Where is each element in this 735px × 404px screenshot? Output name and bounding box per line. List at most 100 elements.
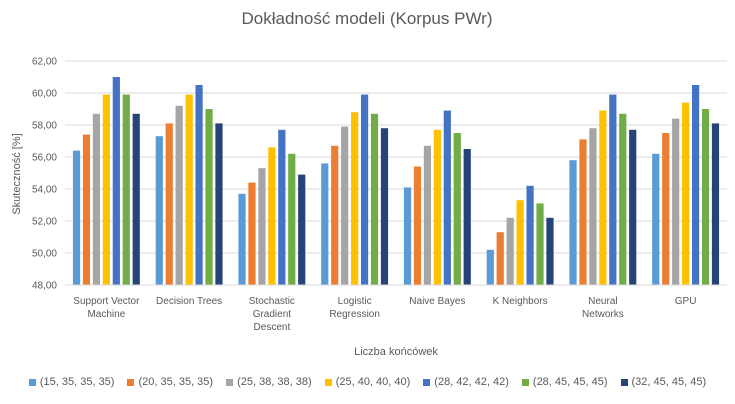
legend-swatch: [28, 378, 36, 386]
bar: [599, 110, 607, 285]
y-tick-labels: 48,00 50,00 52,00 54,00 56,00 58,00 60,00 62,00: [32, 57, 57, 292]
bar: [380, 128, 389, 285]
bar: [589, 128, 597, 285]
legend-swatch: [127, 378, 135, 386]
legend-item: (28, 42, 42, 42): [423, 376, 509, 388]
x-tick-label: Naive Bayes: [409, 296, 465, 307]
bar: [682, 102, 690, 285]
bar: [609, 94, 617, 285]
bar: [463, 149, 471, 285]
legend-item: (20, 35, 35, 35): [127, 376, 213, 388]
x-tick-label: Logistic Regression: [329, 296, 380, 320]
bar: [413, 166, 422, 285]
legend-label: (25, 40, 40, 40): [335, 376, 411, 388]
bar: [288, 153, 296, 285]
x-tick-label: Neural Networks: [582, 296, 624, 320]
bar: [629, 129, 637, 285]
legend-label: (15, 35, 35, 35): [39, 376, 115, 388]
legend-item: (15, 35, 35, 35): [28, 376, 115, 388]
bar: [423, 145, 432, 285]
bar: [536, 203, 544, 285]
bar: [453, 133, 461, 285]
bar: [662, 133, 670, 285]
bar: [215, 123, 223, 286]
legend-swatch: [324, 378, 332, 386]
bar: [278, 129, 286, 285]
y-tick-label: 58,00: [32, 121, 57, 132]
y-tick-label: 54,00: [32, 185, 57, 196]
bar: [122, 94, 130, 285]
legend-swatch: [620, 378, 628, 386]
x-tick-label: K Neighbors: [493, 296, 548, 307]
legend-item: (28, 45, 45, 45): [521, 376, 608, 388]
legend-item: (32, 45, 45, 45): [620, 376, 707, 388]
bar: [155, 136, 163, 285]
bar: [403, 187, 412, 285]
y-tick-label: 60,00: [32, 89, 57, 100]
bar: [175, 105, 183, 285]
bar: [516, 200, 524, 285]
bar: [268, 147, 276, 285]
x-tick-label: Decision Trees: [156, 296, 222, 307]
bar: [672, 118, 680, 285]
x-tick-label: Stochastic Gradient Descent: [249, 296, 295, 333]
bar: [112, 77, 120, 285]
x-axis-title: Liczba końcówek: [354, 346, 438, 358]
bar: [443, 110, 451, 285]
chart: Dokładność modeli (Korpus PWr) 48,00 50,0…: [11, 9, 727, 358]
bar: [341, 126, 349, 285]
bar: [82, 134, 91, 285]
bar: [72, 150, 81, 285]
x-tick-label: GPU: [675, 296, 697, 307]
bar: [258, 168, 266, 285]
legend-swatch: [521, 378, 529, 386]
bar: [205, 109, 213, 285]
bar: [711, 123, 720, 286]
bar: [92, 113, 101, 285]
bar: [506, 217, 514, 285]
bar: [691, 85, 700, 285]
bars: [72, 77, 720, 286]
legend-label: (25, 38, 38, 38): [237, 376, 312, 388]
bar: [619, 113, 627, 285]
bar: [496, 232, 504, 285]
bar: [298, 174, 306, 285]
bar: [526, 185, 534, 285]
x-tick-label: Support Vector Machine: [73, 296, 140, 320]
bar: [132, 113, 140, 285]
legend-item: (25, 40, 40, 40): [324, 376, 411, 388]
bar: [579, 139, 587, 285]
chart-title: Dokładność modeli (Korpus PWr): [242, 9, 493, 28]
bar: [546, 217, 554, 285]
bar: [652, 153, 660, 285]
y-tick-label: 52,00: [32, 217, 57, 228]
legend: (15, 35, 35, 35) (20, 35, 35, 35) (25, 38,…: [0, 376, 735, 388]
bar: [370, 113, 379, 285]
bar: [351, 112, 359, 285]
gridlines: [65, 60, 727, 286]
bar: [360, 94, 369, 285]
legend-swatch: [423, 378, 431, 386]
bar: [701, 109, 710, 285]
y-tick-label: 48,00: [32, 281, 57, 292]
x-tick-labels: Support Vector Machine Decision Trees Stoch…: [73, 296, 696, 333]
bar: [238, 193, 246, 285]
y-tick-label: 56,00: [32, 153, 57, 164]
bar: [195, 85, 203, 285]
bar: [331, 145, 339, 285]
bar: [486, 249, 494, 285]
legend-label: (28, 42, 42, 42): [434, 376, 509, 388]
legend-item: (25, 38, 38, 38): [226, 376, 312, 388]
bar: [248, 182, 256, 285]
bar: [185, 94, 193, 285]
bar: [165, 123, 173, 286]
legend-label: (20, 35, 35, 35): [138, 376, 214, 388]
y-tick-label: 50,00: [32, 249, 57, 260]
bar: [433, 129, 441, 285]
legend-swatch: [226, 378, 234, 386]
bar: [569, 160, 577, 285]
legend-label: (32, 45, 45, 45): [631, 376, 707, 388]
legend-label: (28, 45, 45, 45): [532, 376, 608, 388]
bar: [102, 94, 110, 285]
y-axis-title: Skuteczność [%]: [11, 133, 23, 214]
